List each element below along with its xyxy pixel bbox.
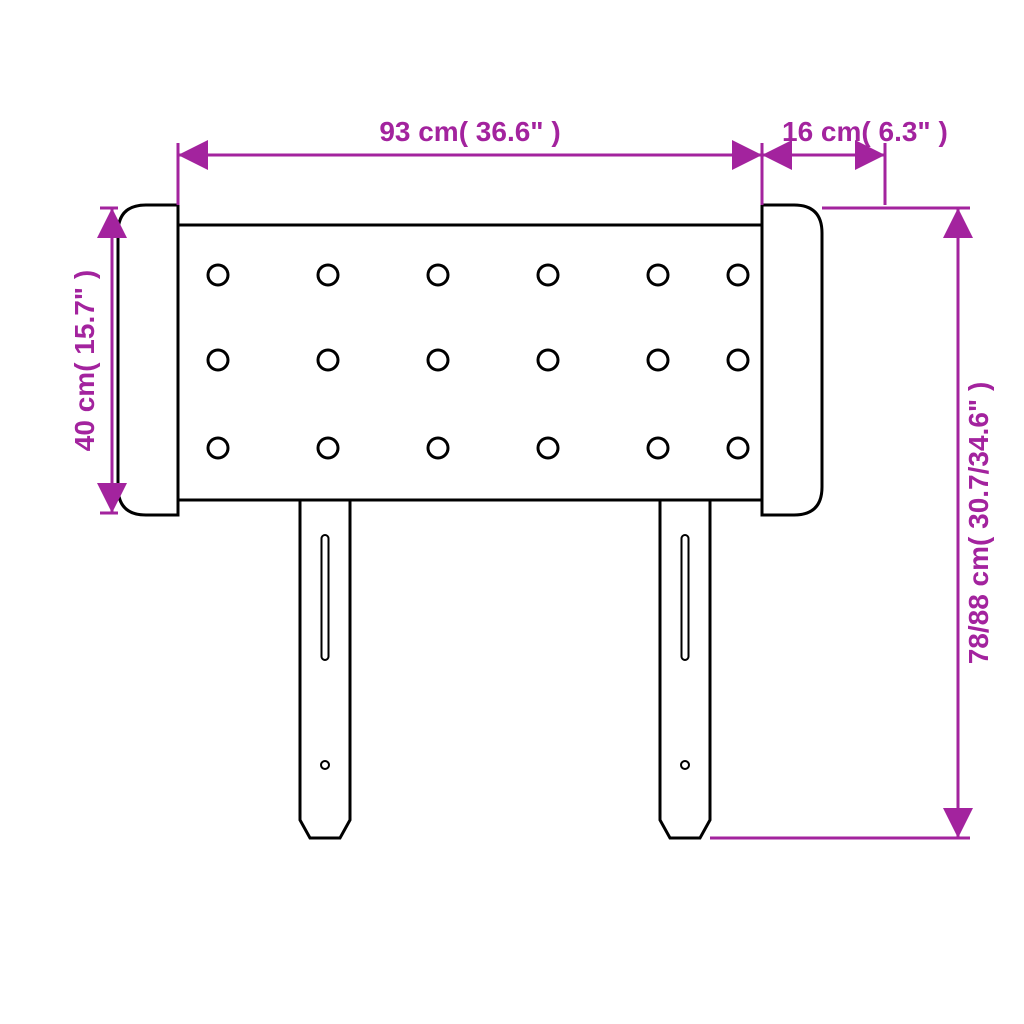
headboard bbox=[118, 205, 822, 515]
tufting-button bbox=[728, 350, 748, 370]
tufting-button bbox=[538, 438, 558, 458]
tufting-button bbox=[208, 438, 228, 458]
tufting-button bbox=[428, 350, 448, 370]
tufting-button bbox=[538, 265, 558, 285]
tufting-button bbox=[648, 265, 668, 285]
tufting-button bbox=[208, 350, 228, 370]
tufting-button bbox=[428, 438, 448, 458]
tufting-button bbox=[318, 265, 338, 285]
tufting-button bbox=[648, 438, 668, 458]
depth-label: 16 cm( 6.3" ) bbox=[782, 116, 948, 147]
tufting-button bbox=[428, 265, 448, 285]
panel-height-label: 40 cm( 15.7" ) bbox=[69, 270, 100, 451]
tufting-button bbox=[208, 265, 228, 285]
tufting-button bbox=[318, 350, 338, 370]
dimension-width: 93 cm( 36.6" ) bbox=[178, 116, 762, 205]
tufting-button bbox=[318, 438, 338, 458]
dimension-depth: 16 cm( 6.3" ) bbox=[762, 116, 948, 205]
tufting-button bbox=[538, 350, 558, 370]
leg-right bbox=[660, 500, 710, 838]
tufting-button bbox=[728, 265, 748, 285]
leg-left bbox=[300, 500, 350, 838]
height-label: 78/88 cm( 30.7/34.6" ) bbox=[963, 382, 994, 665]
width-label: 93 cm( 36.6" ) bbox=[379, 116, 560, 147]
tufting-button bbox=[728, 438, 748, 458]
tufting-button bbox=[648, 350, 668, 370]
dimension-diagram: 93 cm( 36.6" ) 16 cm( 6.3" ) 40 cm( 15.7… bbox=[0, 0, 1024, 1024]
dimension-panel-height: 40 cm( 15.7" ) bbox=[69, 208, 118, 513]
